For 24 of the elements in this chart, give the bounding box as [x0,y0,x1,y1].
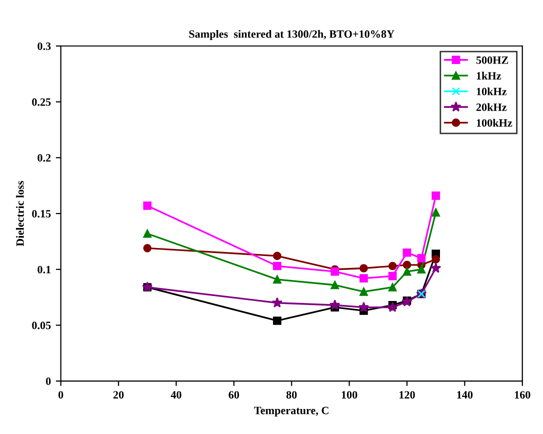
legend-label: 10kHz [476,87,507,96]
x-tick-label: 160 [514,391,530,399]
x-tick-label: 20 [113,391,124,399]
legend-label: 20kHz [476,103,507,111]
y-tick-label: 0.25 [32,98,51,106]
x-tick-label: 140 [457,391,473,399]
x-tick-label: 80 [286,391,297,399]
y-tick-label: 0.15 [32,210,51,218]
x-tick-label: 100 [342,391,358,399]
x-tick-label: 120 [400,391,415,399]
y-tick-label: 0.1 [38,266,51,274]
chart-title: Samples sintered at 1300/2h, BTO+10%8Y [189,30,394,40]
y-tick-label: 0.2 [38,154,51,162]
y-tick-label: 0.05 [32,322,51,330]
legend-label: 1kHz [476,72,502,80]
y-tick-label: 0 [46,378,51,386]
x-axis-title: Temperature, C [254,406,328,416]
x-tick-label: 0 [58,391,64,399]
x-tick-label: 40 [170,391,182,399]
legend-label: 500HZ [476,56,508,64]
legend-label: 100kHz [476,118,512,127]
x-tick-label: 60 [228,391,240,399]
y-tick-label: 0.3 [38,42,51,50]
y-axis-title: Dielectric loss [16,180,24,246]
